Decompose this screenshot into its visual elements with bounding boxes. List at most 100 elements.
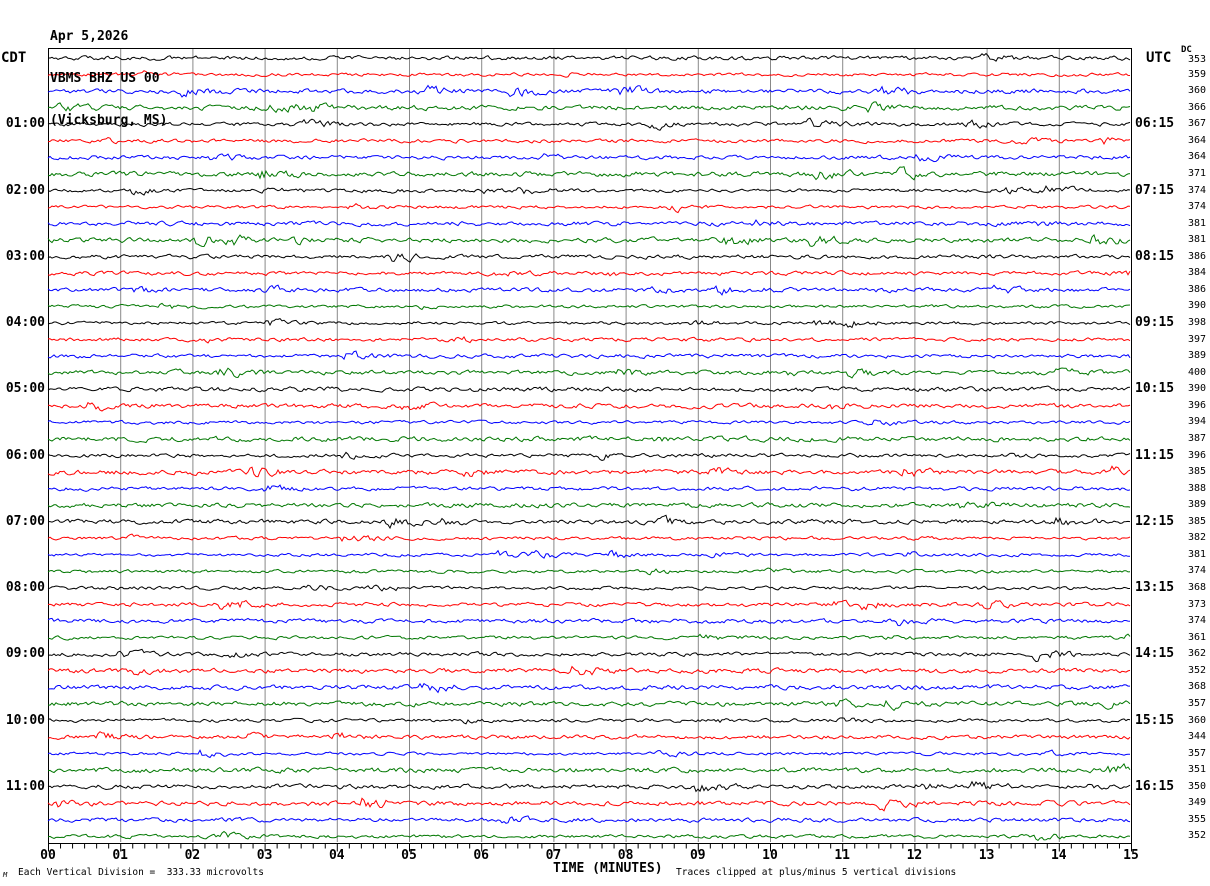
- x-axis-tick-label: 12: [906, 848, 923, 863]
- scale-note: Each Vertical Division = 333.33 microvol…: [18, 867, 264, 878]
- utc-hour-label: 07:15: [1135, 182, 1175, 198]
- seismogram-trace: [47, 533, 1131, 543]
- dc-offset-value: 362: [1187, 648, 1206, 660]
- cdt-hour-label: 06:00: [5, 447, 45, 463]
- utc-hour-label: 15:15: [1135, 712, 1175, 728]
- dc-offset-value: 386: [1187, 250, 1206, 262]
- utc-hour-label: 16:15: [1135, 778, 1175, 794]
- dc-offset-value: 382: [1187, 532, 1206, 544]
- utc-hour-label: 06:15: [1135, 116, 1175, 132]
- seismogram-trace: [47, 233, 1131, 248]
- dc-offset-value: 368: [1187, 582, 1206, 593]
- dc-offset-value: 355: [1187, 813, 1206, 825]
- x-axis-tick-label: 00: [40, 848, 56, 863]
- cdt-hour-label: 01:00: [5, 116, 45, 132]
- dc-offset-value: 364: [1187, 151, 1206, 163]
- dc-offset-value: 350: [1187, 780, 1206, 792]
- dc-offset-value: 366: [1187, 101, 1206, 113]
- seismogram-trace: [47, 584, 1130, 592]
- x-axis-tick-label: 09: [689, 848, 706, 863]
- x-axis-tick-label: 03: [256, 848, 273, 863]
- dc-offset-value: 396: [1187, 449, 1206, 461]
- corner-mark: M: [3, 871, 8, 879]
- dc-offset-value: 373: [1187, 598, 1206, 610]
- seismogram-trace: [47, 599, 1131, 611]
- dc-offset-value: 390: [1187, 383, 1206, 395]
- x-axis-tick-label: 11: [834, 848, 851, 863]
- seismogram-trace: [47, 70, 1131, 78]
- clip-note: Traces clipped at plus/minus 5 vertical …: [676, 867, 957, 878]
- seismogram-trace: [47, 219, 1131, 228]
- dc-offset-value: 344: [1187, 731, 1206, 743]
- seismogram-trace: [47, 749, 1131, 759]
- x-axis-tick-label: 01: [112, 848, 129, 863]
- dc-offset-value: 360: [1187, 85, 1206, 97]
- dc-offset-value: 374: [1187, 615, 1206, 627]
- x-axis-tick-label: 15: [1123, 848, 1139, 863]
- x-axis-tick-label: 08: [617, 848, 634, 863]
- cdt-hour-label: 05:00: [5, 381, 45, 397]
- seismogram-trace: [47, 549, 1130, 559]
- cdt-hour-label: 07:00: [5, 513, 45, 529]
- seismogram-trace: [47, 815, 1131, 824]
- cdt-hour-label: 04:00: [5, 315, 45, 330]
- x-axis-tick-label: 02: [184, 848, 201, 863]
- seismogram-trace: [47, 117, 1131, 131]
- dc-offset-value: 400: [1187, 366, 1206, 378]
- dc-offset-value: 396: [1187, 399, 1206, 411]
- seismogram-trace: [47, 665, 1131, 676]
- x-axis-tick-label: 13: [978, 848, 995, 863]
- seismogram-trace: [47, 84, 1131, 98]
- seismogram-trace: [47, 203, 1131, 214]
- seismogram-trace: [47, 284, 1131, 296]
- dc-offset-value: 381: [1187, 234, 1206, 246]
- dc-offset-value: 389: [1187, 350, 1206, 362]
- x-axis-tick-label: 14: [1050, 848, 1067, 863]
- dc-offset-value: 352: [1187, 830, 1206, 842]
- dc-offset-value: 397: [1187, 333, 1206, 345]
- dc-offset-value: 357: [1187, 697, 1206, 709]
- seismogram-trace: [47, 166, 1131, 181]
- dc-offset-value: 398: [1187, 317, 1206, 328]
- seismogram-trace: [47, 335, 1131, 344]
- utc-hour-label: 08:15: [1135, 248, 1175, 264]
- seismogram-trace: [47, 633, 1131, 641]
- cdt-hour-label: 02:00: [5, 182, 45, 198]
- x-axis-tick-label: 05: [401, 848, 417, 863]
- seismogram-trace: [47, 731, 1131, 741]
- dc-offset-value: 381: [1187, 548, 1206, 560]
- seismogram-trace: [47, 762, 1131, 774]
- dc-column-header: DC: [1181, 45, 1192, 55]
- dc-offset-value: 374: [1187, 184, 1206, 196]
- seismogram-trace: [47, 567, 1131, 576]
- cdt-hour-label: 11:00: [5, 778, 45, 794]
- seismogram-trace: [47, 302, 1131, 311]
- seismogram-trace: [47, 501, 1131, 509]
- seismogram-trace: [47, 136, 1131, 145]
- cdt-hour-label: 03:00: [5, 248, 45, 264]
- seismogram-trace: [47, 153, 1131, 163]
- x-axis-title: TIME (MINUTES): [553, 861, 663, 876]
- dc-offset-value: 390: [1187, 300, 1206, 312]
- dc-offset-value: 349: [1187, 797, 1206, 809]
- dc-offset-value: 351: [1187, 764, 1206, 776]
- dc-offset-value: 374: [1187, 201, 1206, 213]
- dc-offset-value: 384: [1187, 267, 1206, 279]
- left-timezone-label: CDT: [1, 50, 27, 66]
- dc-offset-value: 364: [1187, 134, 1206, 146]
- seismogram-trace: [47, 101, 1131, 114]
- utc-hour-label: 12:15: [1135, 513, 1175, 529]
- seismogram-trace: [48, 514, 1131, 530]
- seismogram-trace: [47, 385, 1131, 393]
- utc-hour-label: 13:15: [1135, 580, 1175, 595]
- seismogram-trace: [47, 648, 1131, 663]
- x-axis-tick-label: 06: [473, 848, 490, 863]
- dc-offset-value: 389: [1187, 499, 1206, 511]
- dc-offset-value: 381: [1187, 217, 1206, 229]
- seismogram-trace: [47, 682, 1130, 694]
- dc-offset-value: 387: [1187, 432, 1206, 444]
- seismogram-trace: [47, 419, 1131, 427]
- dc-offset-value: 385: [1187, 466, 1206, 478]
- utc-hour-label: 11:15: [1135, 447, 1175, 463]
